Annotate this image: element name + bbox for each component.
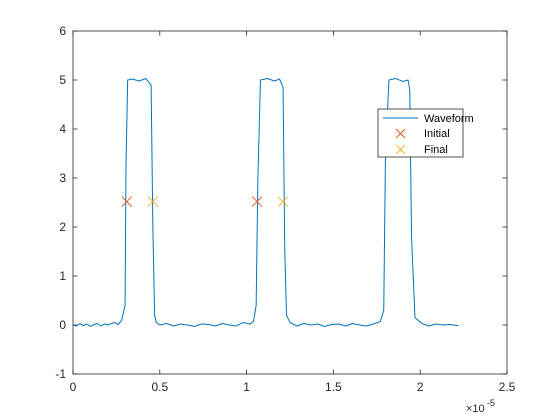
legend-initial-label: Initial xyxy=(424,128,450,140)
x-tick-label: 2 xyxy=(417,380,424,394)
y-tick-label: 6 xyxy=(59,24,66,38)
x-exponent-base: ×10 xyxy=(466,403,485,415)
x-tick-label: 1 xyxy=(243,380,250,394)
legend-box xyxy=(377,108,464,158)
y-tick-label: 5 xyxy=(59,73,66,87)
plot-area xyxy=(73,31,507,374)
x-tick-label: 2.5 xyxy=(499,380,516,394)
axes-box xyxy=(72,30,508,375)
legend-final-marker xyxy=(395,144,406,155)
legend-waveform-label: Waveform xyxy=(424,113,474,125)
y-tick-label: 1 xyxy=(59,269,66,283)
x-tick-label: 1.5 xyxy=(325,380,342,394)
x-tick-label: 0 xyxy=(70,380,77,394)
legend-final-label: Final xyxy=(424,144,448,156)
tick-layer: 0 0.5 1 1.5 2 2.5 -1 0 1 2 3 4 5 6 xyxy=(55,24,515,394)
initial-marker xyxy=(121,196,133,207)
final-marker xyxy=(277,196,289,207)
legend-initial-marker xyxy=(395,128,406,139)
legend: Waveform Initial Final xyxy=(377,108,474,158)
final-marker-stroke xyxy=(277,196,289,207)
waveform-line xyxy=(72,78,459,327)
y-tick-label: 3 xyxy=(59,171,66,185)
initial-marker-stroke xyxy=(121,196,133,207)
initial-marker xyxy=(251,196,263,207)
x-tick-label: 0.5 xyxy=(151,380,168,394)
y-tick-label: -1 xyxy=(55,367,66,381)
final-marker xyxy=(147,196,159,207)
final-marker-stroke xyxy=(147,196,159,207)
initial-marker-stroke xyxy=(251,196,263,207)
y-tick-label: 4 xyxy=(59,122,66,136)
y-tick-label: 2 xyxy=(59,220,66,234)
x-exponent-label: ×10 -5 xyxy=(466,398,495,415)
y-tick-label: 0 xyxy=(59,318,66,332)
series-layer xyxy=(72,78,459,327)
x-exponent-power: -5 xyxy=(487,398,495,408)
